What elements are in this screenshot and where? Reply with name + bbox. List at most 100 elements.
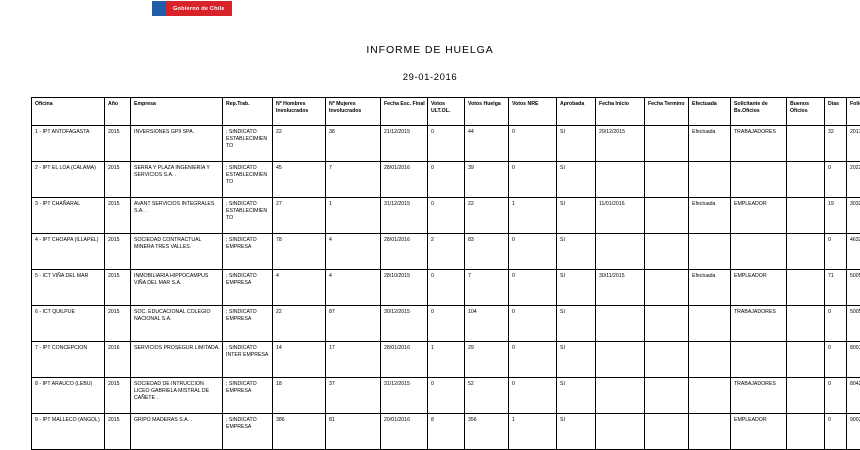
cell-buenos-oficios <box>786 413 825 450</box>
cell-votos-ult-ol: 0 <box>427 269 465 306</box>
cell-mujeres: 4 <box>325 269 381 306</box>
cell-empresa: SOC. EDUCACIONAL COLEGIO NACIONAL S.A. <box>130 305 223 342</box>
cell-rep-trab: ; SINDICATO ESTABLECIMIENTO <box>222 125 273 162</box>
cell-fecha-termino <box>644 161 689 198</box>
cell-votos-ult-ol: 0 <box>427 161 465 198</box>
cell-efectuada: Efectuada <box>688 269 731 306</box>
table-row: 8 - IPT ARAUCO (LEBU) 2015 SOCIEDAD DE INT… <box>31 377 860 414</box>
cell-aprobada: SI <box>556 125 596 162</box>
cell-efectuada: Efectuada <box>688 197 731 234</box>
cell-votos-huelga: 52 <box>464 377 509 414</box>
cell-efectuada: Efectuada <box>688 125 731 162</box>
cell-mujeres: 7 <box>325 161 381 198</box>
cell-empresa: INMOBILIARIA HIPPOCAMPUS VIÑA DEL MAR S.… <box>130 269 223 306</box>
cell-aprobada: SI <box>556 197 596 234</box>
cell-empresa: GRIPO MADERAS S.A. . <box>130 413 223 450</box>
cell-fecha-esc-final: 31/12/2015 <box>380 377 428 414</box>
cell-folio-hg: 8001/2016/3 <box>846 341 860 378</box>
cell-empresa: SERVICIOS PROSEGUR LIMITADA. <box>130 341 223 378</box>
cell-oficina: 3 - IPT CHAÑARAL <box>31 197 105 234</box>
cell-votos-huelga: 44 <box>464 125 509 162</box>
cell-empresa: INVERSIONES GPII SPA . <box>130 125 223 162</box>
cell-folio-hg: 3032/2015/11 <box>846 197 860 234</box>
gobierno-de-chile-logo: Gobierno de Chile <box>152 1 232 16</box>
cell-votos-huelga: 39 <box>464 161 509 198</box>
cell-buenos-oficios <box>786 269 825 306</box>
cell-aprobada: SI <box>556 341 596 378</box>
cell-buenos-oficios <box>786 377 825 414</box>
column-header: Días <box>824 97 847 126</box>
column-header: Rep.Trab. <box>222 97 273 126</box>
cell-oficina: 5 - ICT VIÑA DEL MAR <box>31 269 105 306</box>
cell-fecha-esc-final: 28/01/2016 <box>380 161 428 198</box>
cell-anio: 2015 <box>104 125 131 162</box>
report-table-container: Oficina Año Empresa Rep.Trab. Nº Hombres Inv… <box>31 97 860 450</box>
cell-anio: 2015 <box>104 305 131 342</box>
cell-solicitante: TRABAJADORES <box>730 125 787 162</box>
cell-solicitante: EMPLEADOR <box>730 197 787 234</box>
cell-votos-huelga: 29 <box>464 341 509 378</box>
cell-solicitante <box>730 341 787 378</box>
cell-buenos-oficios <box>786 125 825 162</box>
cell-buenos-oficios <box>786 341 825 378</box>
cell-oficina: 7 - IPT CONCEPCION <box>31 341 105 378</box>
cell-fecha-termino <box>644 305 689 342</box>
cell-votos-nre: 0 <box>508 125 557 162</box>
cell-votos-nre: 0 <box>508 161 557 198</box>
cell-votos-huelga: 7 <box>464 269 509 306</box>
cell-rep-trab: ; SINDICATO ESTABLECIMIENTO <box>222 197 273 234</box>
cell-efectuada <box>688 413 731 450</box>
cell-votos-ult-ol: 1 <box>427 341 465 378</box>
cell-fecha-inicio: 30/11/2015 <box>595 269 645 306</box>
column-header: Folio HG <box>846 97 860 126</box>
column-header: Aprobada <box>556 97 596 126</box>
cell-folio-hg: 4632/2015/14 <box>846 233 860 270</box>
cell-fecha-termino <box>644 341 689 378</box>
cell-votos-ult-ol: 2 <box>427 233 465 270</box>
cell-anio: 2015 <box>104 161 131 198</box>
cell-fecha-termino <box>644 233 689 270</box>
cell-hombres: 27 <box>272 197 326 234</box>
logo-text: Gobierno de Chile <box>166 1 232 16</box>
cell-empresa: SERRA Y PLAZA INGENIERÍA Y SERVICIOS S.A… <box>130 161 223 198</box>
cell-votos-nre: 0 <box>508 269 557 306</box>
cell-dias: 0 <box>824 305 847 342</box>
cell-folio-hg: 5005/2015/56 <box>846 269 860 306</box>
cell-fecha-esc-final: 28/01/2016 <box>380 341 428 378</box>
cell-dias: 19 <box>824 197 847 234</box>
column-header: Votos NRE <box>508 97 557 126</box>
cell-fecha-inicio: 29/12/2015 <box>595 125 645 162</box>
cell-rep-trab: ; SINDICATO EMPRESA <box>222 233 273 270</box>
cell-mujeres: 37 <box>325 377 381 414</box>
cell-oficina: 2 - IPT EL LOA (CALAMA) <box>31 161 105 198</box>
column-header: Votos Huelga <box>464 97 509 126</box>
column-header: Fecha Esc. Final <box>380 97 428 126</box>
cell-votos-ult-ol: 0 <box>427 197 465 234</box>
cell-hombres: 4 <box>272 269 326 306</box>
column-header: Nº Hombres Involucrados <box>272 97 326 126</box>
cell-fecha-termino <box>644 413 689 450</box>
cell-solicitante: EMPLEADOR <box>730 269 787 306</box>
cell-fecha-inicio <box>595 305 645 342</box>
cell-mujeres: 38 <box>325 125 381 162</box>
cell-votos-huelga: 356 <box>464 413 509 450</box>
cell-folio-hg: 9002/2015/12 <box>846 413 860 450</box>
cell-buenos-oficios <box>786 161 825 198</box>
cell-solicitante: TRABAJADORES <box>730 377 787 414</box>
cell-dias: 0 <box>824 233 847 270</box>
cell-mujeres: 87 <box>325 305 381 342</box>
cell-rep-trab: ; SINDICATO EMPRESA <box>222 305 273 342</box>
cell-rep-trab: ; SINDICATO EMPRESA <box>222 377 273 414</box>
cell-rep-trab: ; SINDICATO EMPRESA <box>222 413 273 450</box>
cell-dias: 71 <box>824 269 847 306</box>
column-header: Solicitante de Bs.Oficios <box>730 97 787 126</box>
cell-votos-nre: 0 <box>508 377 557 414</box>
cell-fecha-esc-final: 28/01/2016 <box>380 233 428 270</box>
cell-votos-nre: 0 <box>508 233 557 270</box>
huelga-report-table: Oficina Año Empresa Rep.Trab. Nº Hombres Inv… <box>31 97 860 450</box>
table-row: 5 - ICT VIÑA DEL MAR 2015 INMOBILIARIA HIP… <box>31 269 860 306</box>
table-row: 4 - IPT CHOAPA (ILLAPEL) 2015 SOCIEDAD CON… <box>31 233 860 270</box>
column-header: Oficina <box>31 97 105 126</box>
cell-aprobada: SI <box>556 413 596 450</box>
